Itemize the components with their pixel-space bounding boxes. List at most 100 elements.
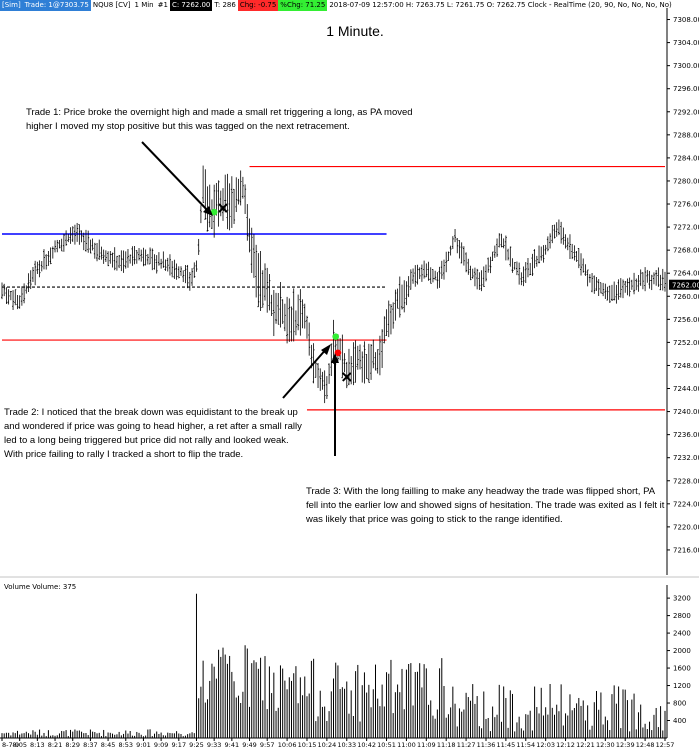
price-tick-label: 7292.00	[673, 108, 699, 116]
volume-tick-label: 1600	[673, 665, 691, 673]
volume-panel-label: Volume Volume: 375	[4, 583, 76, 591]
time-tick-label: 9:09	[154, 741, 169, 749]
marker-x-stroke	[218, 203, 228, 213]
time-tick-label: 8:13	[30, 741, 45, 749]
time-tick-label: 10:24	[318, 741, 337, 749]
time-tick-label: 9:57	[260, 741, 275, 749]
last-price-label: 7262.00	[672, 282, 699, 290]
time-tick-label: 11:54	[516, 741, 535, 749]
time-tick-label: 9:49	[242, 741, 257, 749]
ticks-label: T: 286	[214, 1, 236, 9]
annotation-arrows-layer	[141, 141, 339, 456]
slot-label: #1	[157, 1, 168, 9]
time-tick-label: 10:06	[278, 741, 297, 749]
price-tick-label: 7256.00	[673, 316, 699, 324]
price-tick-label: 7220.00	[673, 523, 699, 531]
time-tick-label: 8:45	[101, 741, 116, 749]
volume-tick-label: 2400	[673, 630, 691, 638]
trade2-arrowhead	[321, 344, 331, 355]
axes-layer: 7308.00 7304.00 7300.00 7296.00 7292.00 7288.…	[0, 8, 699, 749]
volume-tick-label: 3200	[673, 595, 691, 603]
price-tick-label: 7300.00	[673, 62, 699, 70]
volume-tick-label: 2800	[673, 612, 691, 620]
time-tick-label: 9:25	[189, 741, 204, 749]
volume-bars-layer	[1, 593, 666, 738]
time-tick-label: 9:01	[136, 741, 151, 749]
trade3-arrowhead	[331, 353, 339, 363]
time-tick-label: 8:05	[12, 741, 27, 749]
time-tick-label: 11:45	[497, 741, 516, 749]
trade-label: Trade: 1@7303.75	[22, 0, 91, 11]
price-tick-label: 7260.00	[673, 293, 699, 301]
marker-trade3-exit	[342, 372, 352, 382]
time-tick-label: 8:37	[83, 741, 98, 749]
time-tick-label: 12:48	[636, 741, 655, 749]
price-levels-layer	[2, 165, 665, 411]
account-label[interactable]: [Sim]	[0, 0, 23, 11]
marker-x-stroke	[342, 372, 352, 382]
marker-trade1-entry	[210, 208, 218, 216]
trade1-note: Trade 1: Price broke the overnight high …	[26, 107, 413, 132]
instrument-label[interactable]: NQU8 [CV]	[92, 1, 131, 9]
price-tick-label: 7244.00	[673, 385, 699, 393]
time-tick-label: 12:30	[596, 741, 615, 749]
trade2-arrow	[282, 346, 329, 399]
time-tick-label: 10:33	[337, 741, 356, 749]
price-tick-label: 7252.00	[673, 339, 699, 347]
close-value-label: C: 7262.00	[169, 0, 213, 11]
time-tick-label: 10:42	[357, 741, 376, 749]
change-label: Chg: -0.75	[237, 0, 279, 11]
price-tick-label: 7232.00	[673, 454, 699, 462]
price-tick-label: 7236.00	[673, 431, 699, 439]
time-tick-label: 11:00	[397, 741, 416, 749]
price-tick-label: 7304.00	[673, 39, 699, 47]
time-tick-label: 9:17	[171, 741, 186, 749]
volume-tick-label: 400	[673, 717, 686, 725]
trade-markers-layer	[210, 203, 352, 382]
price-tick-label: 7224.00	[673, 500, 699, 508]
price-tick-label: 7288.00	[673, 131, 699, 139]
time-tick-label: 11:36	[477, 741, 496, 749]
last-price-box	[669, 279, 699, 290]
volume-tick-label: 1200	[673, 682, 691, 690]
time-tick-label: 10:15	[298, 741, 317, 749]
trade2-note: Trade 2: I noticed that the break down w…	[4, 407, 302, 460]
price-tick-label: 7280.00	[673, 177, 699, 185]
time-tick-label: 9:41	[225, 741, 240, 749]
price-tick-label: 7268.00	[673, 247, 699, 255]
time-tick-label: 8:29	[65, 741, 80, 749]
price-bars-layer	[1, 165, 666, 404]
interval-label[interactable]: 1 Min	[134, 1, 154, 9]
price-tick-label: 7296.00	[673, 85, 699, 93]
trade1-arrowhead	[203, 206, 213, 216]
volume-tick-label: 800	[673, 700, 686, 708]
time-tick-label: 12:03	[536, 741, 555, 749]
price-tick-label: 7284.00	[673, 154, 699, 162]
time-tick-label: 12:12	[556, 741, 575, 749]
time-tick-label: 8:21	[48, 741, 63, 749]
price-tick-label: 7308.00	[673, 16, 699, 24]
trade3-note: Trade 3: With the long failling to make …	[306, 486, 665, 525]
marker-trade1-exit	[218, 203, 228, 213]
time-tick-label: 8-7-9	[2, 741, 19, 749]
chart-title: 1 Minute.	[326, 23, 384, 39]
time-tick-label: 9:33	[207, 741, 222, 749]
time-tick-label: 8:53	[118, 741, 133, 749]
ohlc-label: 2018-07-09 12:57:00 H: 7263.75 L: 7261.7…	[329, 1, 672, 9]
marker-trade2-entry	[332, 333, 340, 340]
price-tick-label: 7272.00	[673, 224, 699, 232]
time-tick-label: 11:09	[417, 741, 436, 749]
time-tick-label: 12:57	[656, 741, 675, 749]
price-tick-label: 7240.00	[673, 408, 699, 416]
price-tick-label: 7276.00	[673, 201, 699, 209]
trade1-arrow	[141, 141, 212, 215]
time-tick-label: 11:27	[457, 741, 476, 749]
time-tick-label: 12:21	[576, 741, 595, 749]
time-tick-label: 10:51	[377, 741, 396, 749]
marker-trade3-entry	[334, 349, 342, 357]
chart-header-bar: [Sim] Trade: 1@7303.75 NQU8 [CV] 1 Min #1 C: …	[0, 0, 699, 11]
price-tick-label: 7248.00	[673, 362, 699, 370]
time-tick-label: 12:39	[616, 741, 635, 749]
price-tick-label: 7264.00	[673, 270, 699, 278]
